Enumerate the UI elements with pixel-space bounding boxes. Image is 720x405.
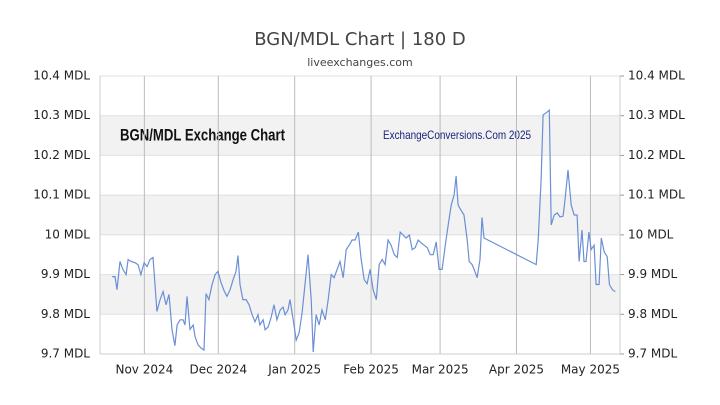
y-tick-label: 9.9 MDL [41,267,90,281]
x-tick-label: Apr 2025 [489,363,544,377]
y-tick-label: 10.3 MDL [33,108,90,122]
bands [100,115,620,315]
chart-subtitle: liveexchanges.com [307,56,412,69]
y2-tick-label: 10.4 MDL [628,69,685,83]
y2-tick-label: 10.2 MDL [628,148,685,162]
y-tick-label: 9.8 MDL [41,307,90,321]
y2-tick-label: 10.1 MDL [628,188,685,202]
x-tick-label: Mar 2025 [412,363,469,377]
y-tick-label: 10 MDL [45,227,91,241]
y2-tick-label: 9.9 MDL [628,267,677,281]
y-tick-label: 10.4 MDL [33,69,90,83]
x-tick-label: May 2025 [561,363,620,377]
x-tick-label: Nov 2024 [115,363,173,377]
x-tick-label: Jan 2025 [267,363,321,377]
y-tick-label: 10.2 MDL [33,148,90,162]
y2-tick-label: 10.3 MDL [628,108,685,122]
band [100,195,620,235]
y2-tick-label: 9.8 MDL [628,307,677,321]
y2-tick-label: 9.7 MDL [628,347,677,361]
x-tick-label: Dec 2024 [190,363,248,377]
watermark: BGN/MDL Exchange Chart [120,125,285,144]
line-series [112,108,616,353]
band [100,115,620,156]
band [100,274,620,315]
x-tick-label: Feb 2025 [343,363,399,377]
y-tick-label: 10.1 MDL [33,188,90,202]
chart-title: BGN/MDL Chart | 180 D [254,29,466,50]
y2-tick-label: 10 MDL [628,227,674,241]
y-tick-label: 9.7 MDL [41,347,90,361]
watermark: ExchangeConversions.Com 2025 [383,128,531,142]
